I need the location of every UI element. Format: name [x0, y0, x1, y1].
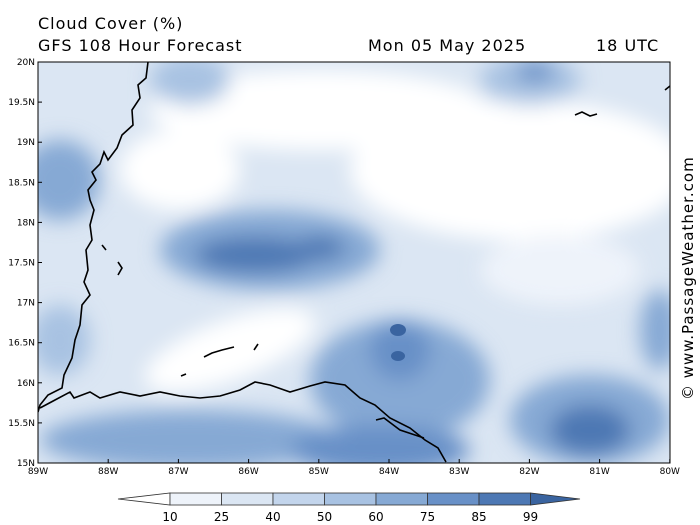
forecast-time: 18 UTC [596, 36, 660, 55]
color-scale-max-arrow [530, 492, 581, 506]
color-scale-swatch [478, 492, 531, 506]
site-credit: © www.PassageWeather.com [679, 156, 697, 400]
lat-tick-label: 17N [17, 299, 35, 309]
forecast-date: Mon 05 May 2025 [368, 36, 527, 55]
lat-tick-label: 16.5N [8, 339, 35, 349]
latitude-axis: 20N 19.5N 19N 18.5N 18N 17.5N 17N 16.5N 16N 15.5N… [8, 58, 42, 469]
coastline [38, 62, 670, 463]
color-scale-min-arrow [117, 492, 171, 506]
cloud-cover-field [38, 62, 670, 463]
lat-tick-label: 17.5N [8, 259, 35, 269]
lon-tick-label: 89W [28, 467, 48, 477]
lat-tick-label: 15N [17, 459, 35, 469]
forecast-subtitle: GFS 108 Hour Forecast [38, 36, 243, 55]
lat-tick-label: 15.5N [8, 419, 35, 429]
lat-tick-label: 18N [17, 218, 35, 228]
lat-tick-label: 18.5N [8, 178, 35, 188]
lon-tick-label: 85W [309, 467, 329, 477]
lon-tick-label: 81W [589, 467, 609, 477]
lat-tick-label: 16N [17, 379, 35, 389]
color-scale-label: 85 [471, 510, 487, 524]
color-scale-swatch [324, 492, 377, 506]
color-scale-label: 50 [316, 510, 333, 524]
lat-tick-label: 20N [17, 58, 35, 68]
lon-tick-label: 83W [449, 467, 469, 477]
color-scale-label: 40 [265, 510, 281, 524]
map-title: Cloud Cover (%) [38, 14, 184, 33]
color-scale-label: 10 [162, 510, 178, 524]
color-scale-swatch [169, 492, 222, 506]
color-scale-swatch [221, 492, 274, 506]
color-scale-label: 60 [368, 510, 384, 524]
lat-tick-label: 19N [17, 138, 35, 148]
color-scale-label: 25 [213, 510, 230, 524]
lon-tick-label: 87W [168, 467, 188, 477]
longitude-axis: 89W 88W 87W 86W 85W 84W 83W 82W 81W 80W [28, 459, 680, 477]
color-scale-swatch [375, 492, 428, 506]
color-scale-bar [117, 492, 581, 506]
color-scale-swatch [427, 492, 480, 506]
lon-tick-label: 88W [98, 467, 118, 477]
lon-tick-label: 82W [519, 467, 539, 477]
lon-tick-label: 80W [660, 467, 680, 477]
color-scale-swatch [272, 492, 325, 506]
lon-tick-label: 86W [238, 467, 258, 477]
lat-tick-label: 19.5N [8, 98, 35, 108]
color-scale-label: 75 [419, 510, 436, 524]
color-scale-label: 99 [522, 510, 539, 524]
lon-tick-label: 84W [379, 467, 399, 477]
